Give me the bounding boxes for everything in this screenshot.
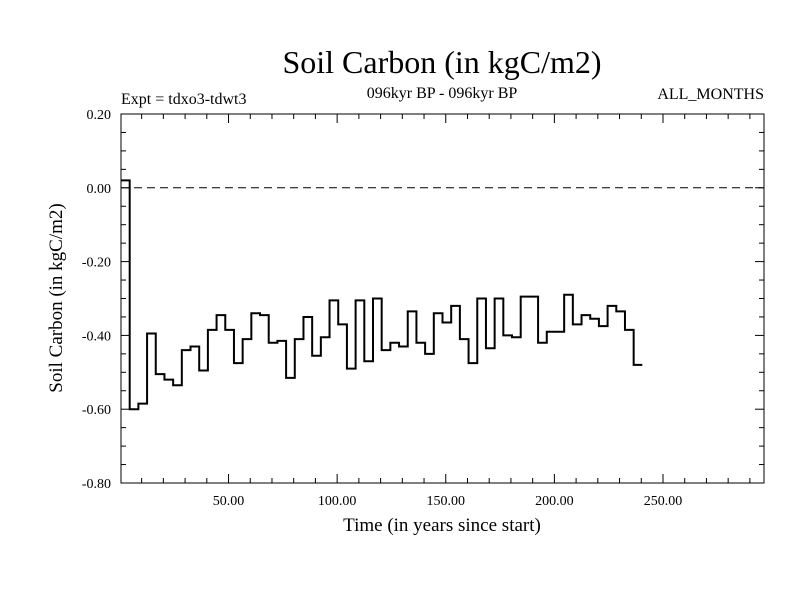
series-line (121, 179, 643, 411)
axis-ticks (121, 113, 764, 484)
y-tick-label: -0.20 (82, 256, 111, 271)
y-tick-label: 0.00 (87, 182, 112, 197)
x-tick-label: 50.00 (213, 494, 245, 509)
months-label: ALL_MONTHS (657, 86, 764, 103)
x-tick-label: 100.00 (318, 494, 357, 509)
y-tick-label: -0.60 (82, 403, 111, 418)
y-tick-label: -0.40 (82, 329, 111, 344)
y-tick-labels: 0.20 0.00 -0.20 -0.40 -0.60 -0.80 (82, 108, 111, 492)
x-tick-label: 150.00 (427, 494, 466, 509)
x-tick-label: 200.00 (535, 494, 574, 509)
x-tick-label: 250.00 (644, 494, 683, 509)
y-tick-label: 0.20 (87, 108, 112, 123)
y-axis-label: Soil Carbon (in kgC/m2) (46, 203, 67, 392)
period-label: 096kyr BP - 096kyr BP (367, 85, 518, 102)
plot-frame (120, 113, 765, 484)
y-tick-label: -0.80 (82, 477, 111, 492)
chart-title: Soil Carbon (in kgC/m2) (282, 44, 601, 80)
x-tick-labels: 50.00 100.00 150.00 200.00 250.00 (213, 494, 682, 509)
x-axis-label: Time (in years since start) (343, 515, 541, 536)
experiment-label: Expt = tdxo3-tdwt3 (121, 91, 246, 108)
